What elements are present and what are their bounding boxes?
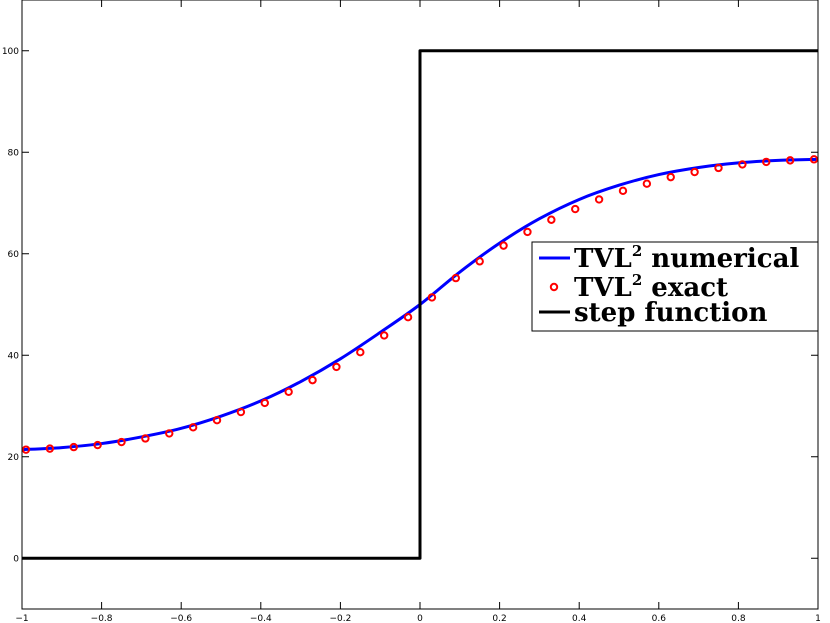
x-tick-label: −1 xyxy=(15,614,28,623)
data-point xyxy=(618,186,628,196)
data-point xyxy=(356,348,365,357)
data-point xyxy=(165,429,174,438)
data-point xyxy=(403,312,413,322)
data-point xyxy=(21,445,31,454)
x-tick-label: 0.2 xyxy=(492,614,506,623)
data-point xyxy=(188,423,198,432)
data-point xyxy=(523,227,532,237)
x-tick-label: −0.8 xyxy=(91,614,113,623)
legend-label: TVL2 numerical xyxy=(574,242,799,274)
data-point xyxy=(714,163,723,173)
x-tick-label: 0.8 xyxy=(731,614,746,623)
legend-label: TVL2 exact xyxy=(574,271,728,303)
data-point xyxy=(738,160,747,169)
data-point xyxy=(594,195,604,204)
data-point xyxy=(45,444,55,453)
data-layer xyxy=(21,49,819,560)
data-point xyxy=(332,362,341,372)
data-point xyxy=(379,331,389,340)
y-tick-label: 60 xyxy=(8,250,20,260)
x-tick-label: −0.4 xyxy=(250,614,272,623)
legend-box xyxy=(531,241,819,332)
data-point xyxy=(785,156,795,165)
y-tick-label: 0 xyxy=(13,554,19,564)
y-tick-label: 20 xyxy=(8,453,20,463)
data-point xyxy=(547,215,556,224)
data-point xyxy=(571,204,580,214)
data-point xyxy=(308,375,317,385)
data-point xyxy=(141,434,150,443)
x-tick-label: −0.2 xyxy=(329,614,351,623)
data-point xyxy=(499,241,508,250)
data-point xyxy=(451,273,461,283)
data-point xyxy=(809,155,819,164)
data-point xyxy=(284,387,293,396)
y-tick-label: 80 xyxy=(8,148,20,158)
data-point xyxy=(642,179,652,188)
y-tick-label: 100 xyxy=(2,47,19,57)
data-point xyxy=(475,257,484,266)
series-line xyxy=(22,49,818,560)
data-point xyxy=(69,442,78,452)
data-point xyxy=(212,416,222,425)
x-tick-label: 0.4 xyxy=(572,614,587,623)
data-point xyxy=(93,440,102,450)
y-tick-label: 40 xyxy=(8,351,20,361)
data-point xyxy=(117,437,126,447)
legend-swatch xyxy=(549,282,559,292)
x-tick-label: 1 xyxy=(815,614,821,623)
legend-label: step function xyxy=(574,298,767,328)
data-point xyxy=(260,398,269,408)
data-point xyxy=(666,172,675,182)
x-tick-label: −0.6 xyxy=(170,614,192,623)
series-step-function xyxy=(22,49,818,560)
series-tvl2-exact xyxy=(21,155,819,454)
x-tick-label: 0.6 xyxy=(652,614,667,623)
data-point xyxy=(762,157,771,167)
data-point xyxy=(427,293,437,302)
data-point xyxy=(690,167,699,177)
x-tick-label: 0 xyxy=(417,614,423,623)
data-point xyxy=(236,407,246,417)
